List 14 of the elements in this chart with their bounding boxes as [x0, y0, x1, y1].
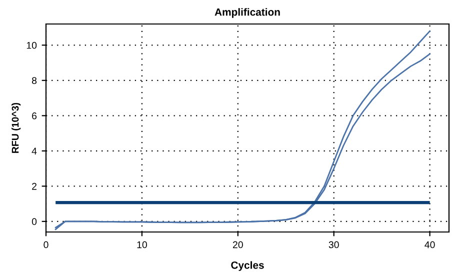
x-tick-label: 10 [137, 241, 147, 248]
x-tick-label: 0 [44, 241, 48, 248]
y-tick-label: 6 [32, 112, 37, 120]
x-tick-label: 40 [424, 241, 435, 248]
y-tick-label: 8 [32, 77, 37, 84]
y-tick-label: 2 [32, 182, 36, 190]
x-tick-label: 30 [328, 241, 339, 248]
y-tick-label: 10 [26, 42, 37, 49]
chart-title: Amplification [214, 8, 280, 18]
x-axis-title: Cycles [231, 261, 264, 271]
x-tick-label: 20 [232, 241, 243, 248]
y-tick-label: 0 [32, 218, 37, 226]
y-axis-title: RFU (10^3) [12, 102, 21, 153]
y-tick-label: 4 [32, 148, 37, 154]
